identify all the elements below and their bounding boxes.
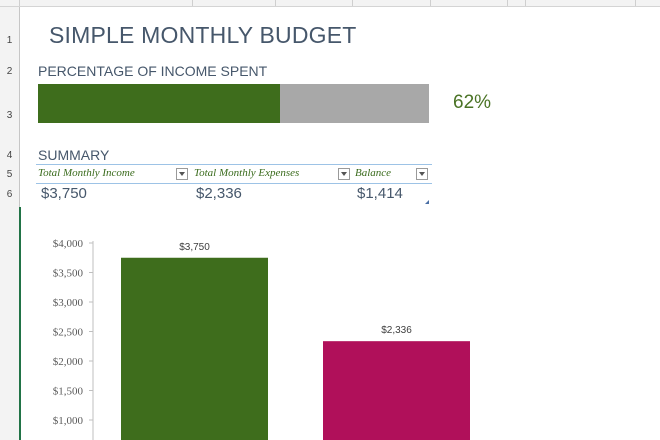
- column-separator: [192, 0, 193, 6]
- row-number[interactable]: 5: [6, 169, 13, 180]
- table-resize-handle[interactable]: [425, 200, 429, 204]
- y-tick-label: $2,000: [53, 356, 84, 368]
- column-separator: [430, 0, 431, 6]
- y-tick-label: $3,500: [53, 268, 84, 280]
- column-header-bar[interactable]: [0, 0, 660, 7]
- header-total-monthly-expenses[interactable]: Total Monthly Expenses: [194, 167, 300, 179]
- filter-dropdown-balance[interactable]: [416, 168, 428, 180]
- table-top-border: [36, 164, 432, 165]
- filter-dropdown-expenses[interactable]: [338, 168, 350, 180]
- y-tick-label: $2,500: [53, 327, 84, 339]
- y-tick-label: $3,000: [53, 297, 84, 309]
- percentage-label[interactable]: PERCENTAGE OF INCOME SPENT: [38, 63, 268, 79]
- data-label: $2,336: [381, 325, 412, 336]
- value-total-monthly-income[interactable]: $3,750: [41, 185, 87, 202]
- selection-border: [19, 207, 21, 440]
- page-title[interactable]: SIMPLE MONTHLY BUDGET: [49, 22, 357, 48]
- row-number[interactable]: 3: [6, 110, 13, 121]
- filter-dropdown-income[interactable]: [176, 168, 188, 180]
- row-number[interactable]: 6: [6, 189, 13, 200]
- column-separator: [635, 0, 636, 6]
- column-separator: [352, 0, 353, 6]
- percentage-value[interactable]: 62%: [453, 92, 492, 113]
- y-tick-label: $1,000: [53, 415, 84, 427]
- y-tick-label: $1,500: [53, 386, 84, 398]
- row-number[interactable]: 4: [6, 150, 13, 161]
- y-tick-label: $4,000: [53, 238, 84, 250]
- header-total-monthly-income[interactable]: Total Monthly Income: [38, 167, 135, 179]
- row-number[interactable]: 1: [6, 35, 13, 46]
- value-balance[interactable]: $1,414: [357, 185, 403, 202]
- column-separator: [19, 0, 20, 6]
- income-spent-bar[interactable]: [38, 84, 429, 123]
- bar-expenses: [323, 341, 470, 440]
- column-separator: [525, 0, 526, 6]
- income-spent-bar-fill: [38, 84, 281, 123]
- row-number[interactable]: 2: [6, 66, 13, 77]
- bar-income: [121, 257, 268, 440]
- summary-label[interactable]: SUMMARY: [38, 147, 110, 163]
- value-total-monthly-expenses[interactable]: $2,336: [196, 185, 242, 202]
- data-label: $3,750: [179, 242, 210, 253]
- column-separator: [507, 0, 508, 6]
- header-balance[interactable]: Balance: [355, 167, 392, 179]
- column-separator: [275, 0, 276, 6]
- table-header-border: [36, 183, 432, 184]
